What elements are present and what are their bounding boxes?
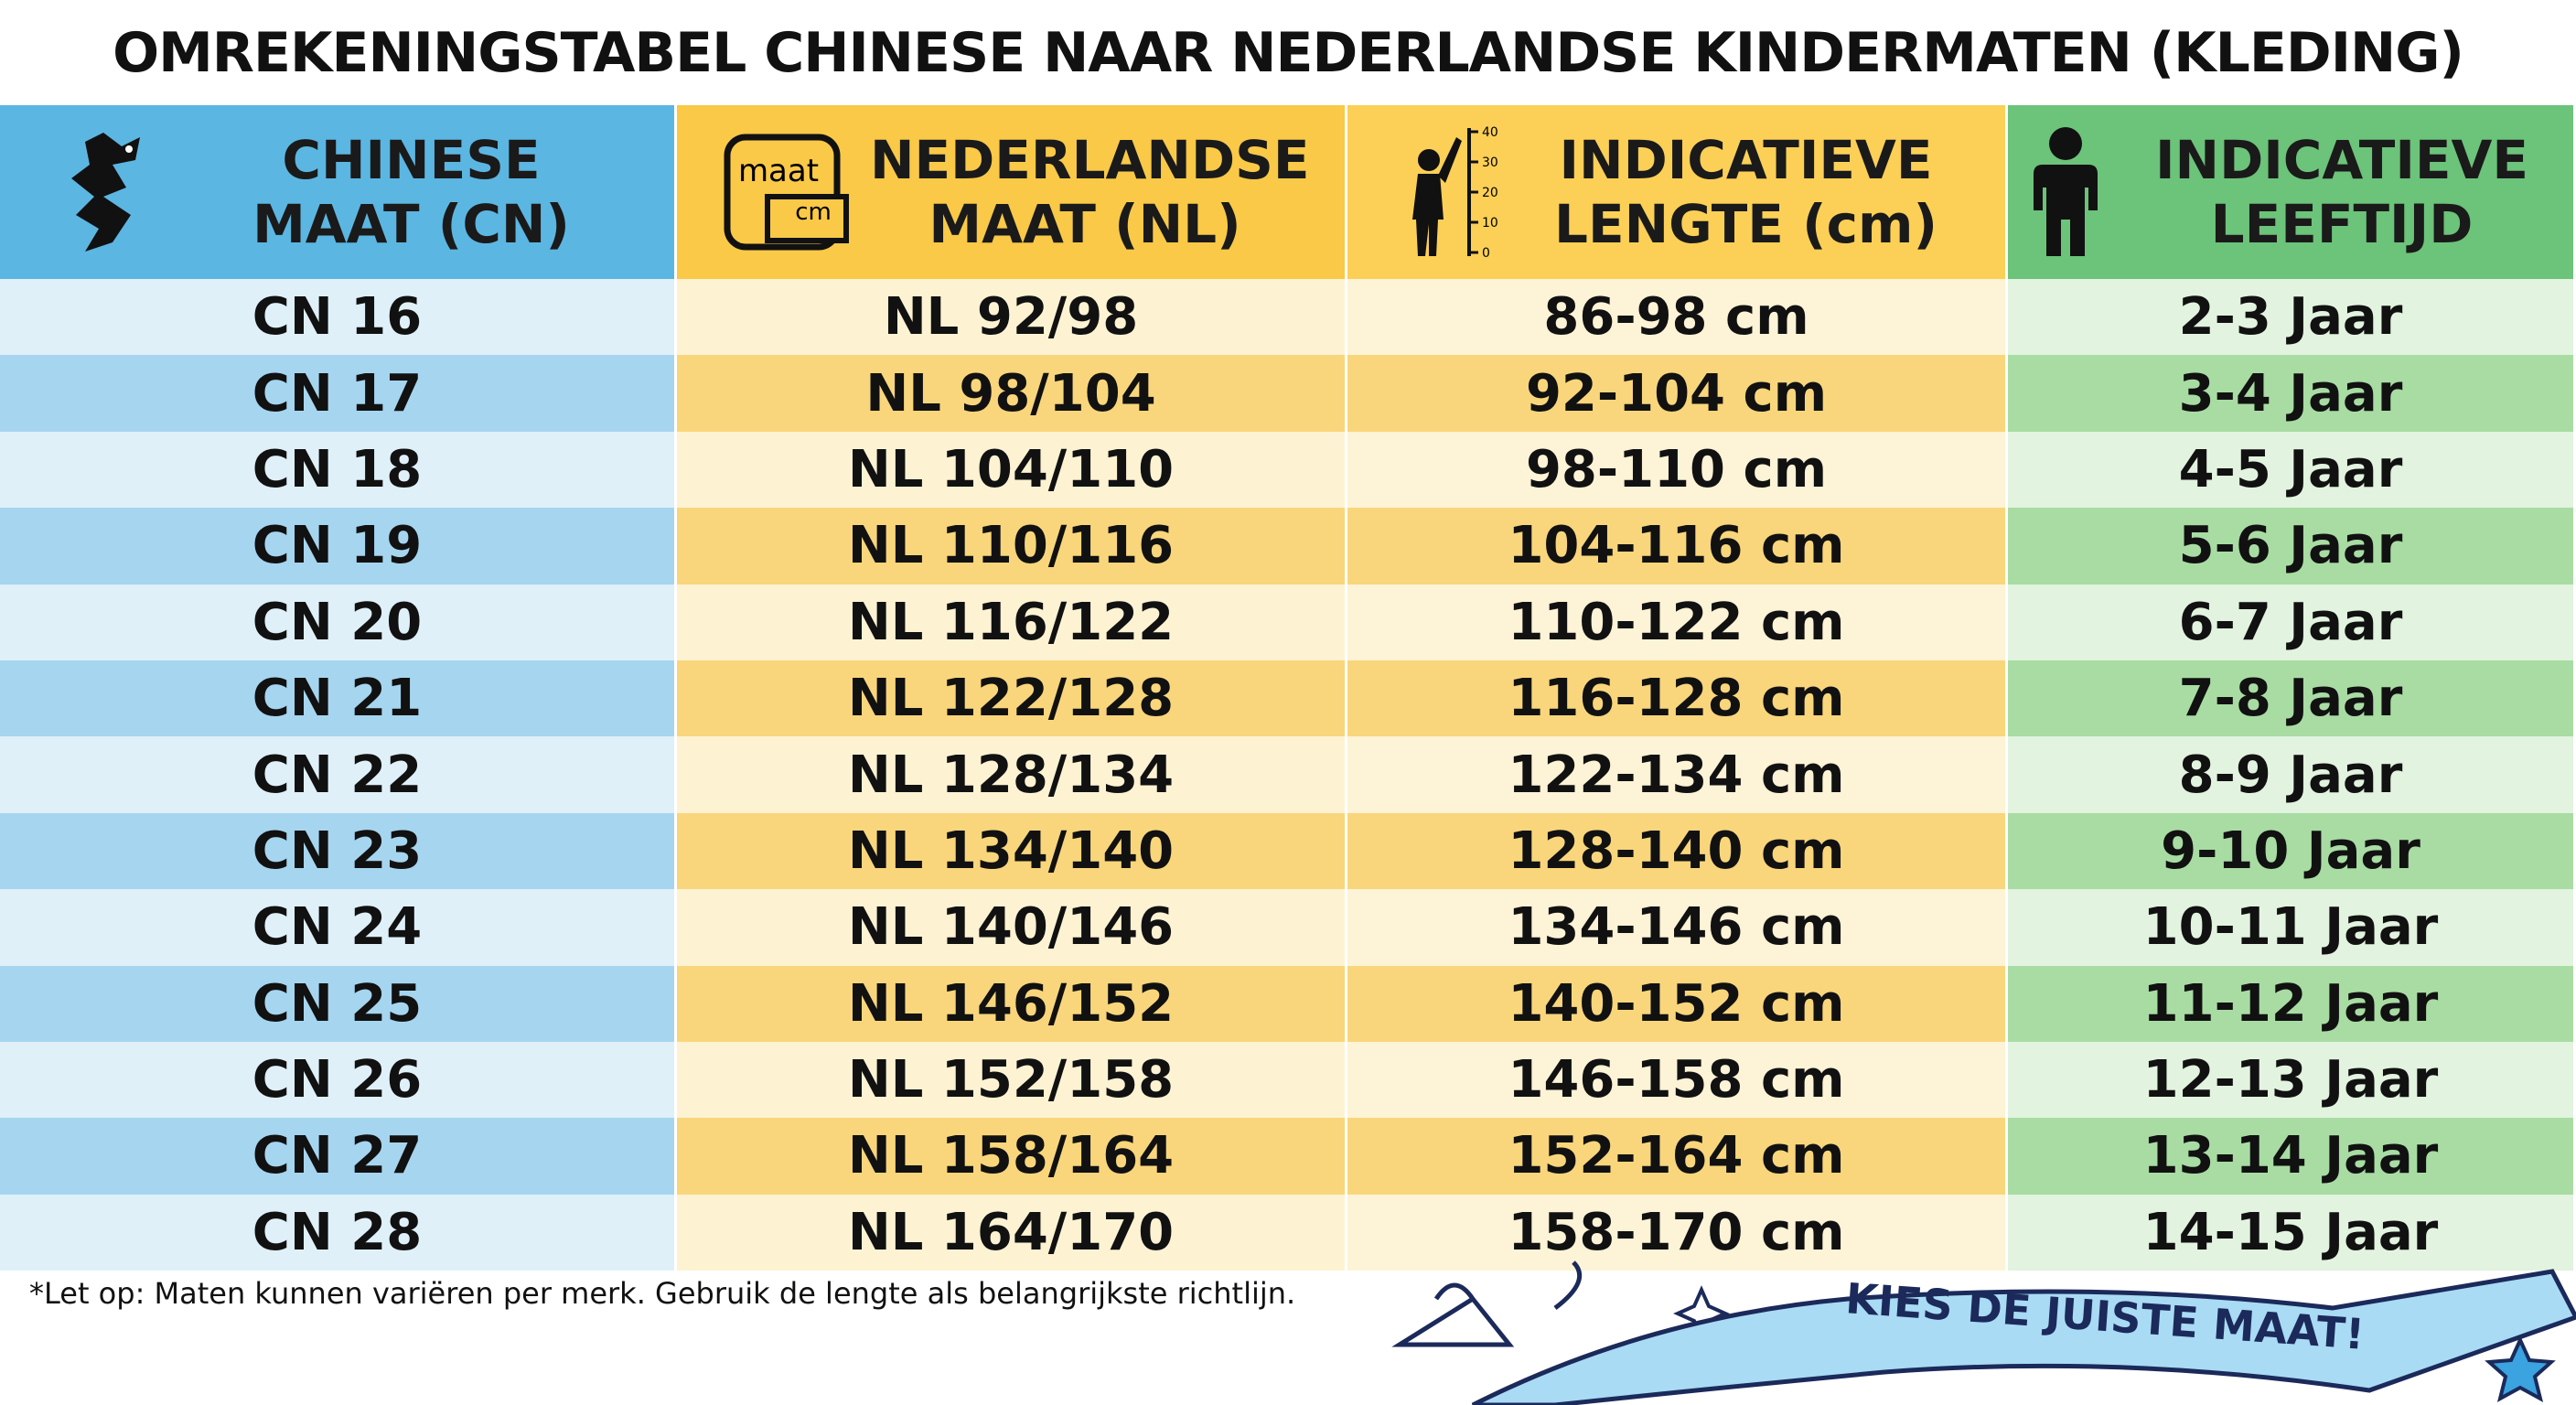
table-cell: 2-3 Jaar xyxy=(2008,279,2576,356)
table-cell: 13-14 Jaar xyxy=(2008,1118,2576,1195)
ruler-label: 30 xyxy=(1482,156,1498,170)
table-cell: 12-13 Jaar xyxy=(2008,1041,2576,1119)
table-cell: 146-158 cm xyxy=(1347,1041,2008,1119)
table-cell: NL 128/134 xyxy=(677,736,1347,813)
table-cell: 5-6 Jaar xyxy=(2008,508,2576,585)
table-cell: NL 92/98 xyxy=(677,279,1347,356)
tape-icon: maat cm xyxy=(724,134,849,251)
icon-text: cm xyxy=(795,198,832,226)
table-cell: CN 24 xyxy=(0,889,677,966)
table-cell: NL 134/140 xyxy=(677,812,1347,890)
table-cell: NL 152/158 xyxy=(677,1041,1347,1119)
footnote: *Let op: Maten kunnen variëren per merk.… xyxy=(29,1276,1296,1311)
height-icon: 40 30 20 10 0 xyxy=(1411,125,1498,261)
table-cell: 9-10 Jaar xyxy=(2008,812,2576,890)
table-cell: 92-104 cm xyxy=(1347,355,2008,432)
table-cell: CN 27 xyxy=(0,1118,677,1195)
table-cell: NL 98/104 xyxy=(677,355,1347,432)
hanger xyxy=(1553,1260,1583,1310)
table-cell: NL 104/110 xyxy=(677,431,1347,509)
table-cell: CN 18 xyxy=(0,431,677,509)
table-cell: 134-146 cm xyxy=(1347,889,2008,966)
table-cell: CN 23 xyxy=(0,812,677,890)
dragon-icon xyxy=(70,133,140,252)
banner: KIES DE JUISTE MAAT! xyxy=(1391,1260,2576,1405)
table-cell: 122-134 cm xyxy=(1347,736,2008,813)
table-cell: 140-152 cm xyxy=(1347,965,2008,1042)
table-cell: CN 25 xyxy=(0,965,677,1042)
child-icon xyxy=(2034,127,2098,256)
table-cell: CN 22 xyxy=(0,736,677,813)
table-cell: 3-4 Jaar xyxy=(2008,355,2576,432)
icon-text: maat xyxy=(738,153,819,189)
table-cell: 14-15 Jaar xyxy=(2008,1194,2576,1271)
table-cell: 4-5 Jaar xyxy=(2008,431,2576,509)
table-cell: 11-12 Jaar xyxy=(2008,965,2576,1042)
star xyxy=(2485,1335,2556,1402)
table-cell: 86-98 cm xyxy=(1347,279,2008,356)
table-cell: NL 158/164 xyxy=(677,1118,1347,1195)
table-cell: 8-9 Jaar xyxy=(2008,736,2576,813)
header-cell: CHINESE MAAT (CN) xyxy=(0,105,677,279)
table-cell: 152-164 cm xyxy=(1347,1118,2008,1195)
table-cell: 116-128 cm xyxy=(1347,660,2008,737)
table-cell: NL 110/116 xyxy=(677,508,1347,585)
size-table: CHINESE MAAT (CN) maat cm NEDERLANDSE MA… xyxy=(0,105,2576,1271)
table-cell: 10-11 Jaar xyxy=(2008,889,2576,966)
hanger xyxy=(1391,1282,1515,1347)
header-text: CHINESE MAAT (CN) xyxy=(252,129,570,255)
table-cell: CN 19 xyxy=(0,508,677,585)
header-text: NEDERLANDSE MAAT (NL) xyxy=(870,129,1310,255)
header-text: INDICATIEVE LEEFTIJD xyxy=(2154,129,2529,255)
table-cell: 158-170 cm xyxy=(1347,1194,2008,1271)
table-cell: 128-140 cm xyxy=(1347,812,2008,890)
ruler-label: 40 xyxy=(1482,125,1498,140)
table-cell: 110-122 cm xyxy=(1347,584,2008,660)
header-cell: 40 30 20 10 0 INDICATIEVE LENGTE (cm) xyxy=(1347,105,2008,279)
table-cell: 7-8 Jaar xyxy=(2008,660,2576,737)
table-cell: CN 17 xyxy=(0,355,677,432)
table-cell: 98-110 cm xyxy=(1347,431,2008,509)
ruler-label: 10 xyxy=(1482,216,1498,231)
table-cell: CN 20 xyxy=(0,584,677,660)
header-cell: maat cm NEDERLANDSE MAAT (NL) xyxy=(677,105,1347,279)
title: OMREKENINGSTABEL CHINESE NAAR NEDERLANDS… xyxy=(113,20,2464,85)
table-cell: NL 140/146 xyxy=(677,889,1347,966)
table-cell: CN 16 xyxy=(0,279,677,356)
table-cell: NL 164/170 xyxy=(677,1194,1347,1271)
table-cell: CN 26 xyxy=(0,1041,677,1119)
ruler-label: 0 xyxy=(1482,246,1490,261)
table-cell: CN 28 xyxy=(0,1194,677,1271)
table-cell: NL 116/122 xyxy=(677,584,1347,660)
table-cell: CN 21 xyxy=(0,660,677,737)
table-cell: NL 122/128 xyxy=(677,660,1347,737)
header-cell: INDICATIEVE LEEFTIJD xyxy=(2008,105,2576,279)
table-cell: 6-7 Jaar xyxy=(2008,584,2576,660)
header-text: INDICATIEVE LENGTE (cm) xyxy=(1554,129,1937,255)
table-cell: 104-116 cm xyxy=(1347,508,2008,585)
table-cell: NL 146/152 xyxy=(677,965,1347,1042)
tape-band xyxy=(1471,1269,2576,1405)
ruler-label: 20 xyxy=(1482,186,1498,200)
